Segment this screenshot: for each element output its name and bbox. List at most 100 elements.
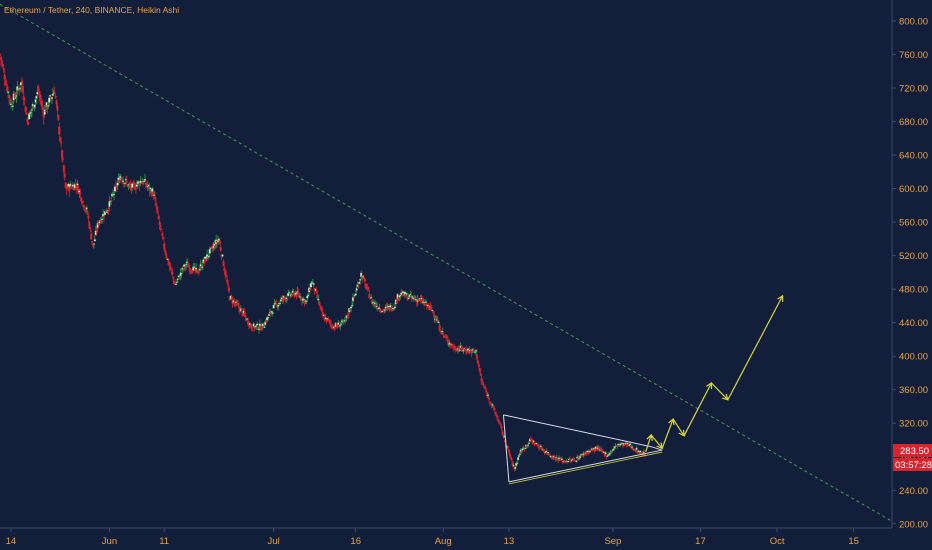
bear-candle-body [110, 200, 113, 202]
bull-candle-body [302, 298, 305, 301]
bear-candle-body [161, 233, 164, 236]
bull-candle-body [92, 243, 95, 245]
bull-candle-body [567, 460, 570, 463]
bear-candle-body [530, 439, 533, 441]
bear-candle-body [41, 106, 44, 110]
bear-candle-body [222, 260, 225, 267]
bear-candle-body [568, 458, 572, 461]
bull-candle-body [48, 97, 51, 103]
bear-candle-body [80, 197, 83, 202]
bear-candle-body [60, 141, 63, 144]
bull-candle-body [389, 305, 392, 308]
bear-candle-body [169, 266, 172, 270]
bear-candle-body [556, 457, 559, 459]
bear-candle-body [478, 368, 481, 372]
bear-candle-body [347, 314, 350, 316]
time-tick-label: 11 [159, 536, 169, 547]
price-tick-label: 680.00 [899, 117, 928, 128]
bear-candle-body [479, 373, 482, 376]
price-tick-label: 440.00 [899, 318, 928, 329]
bear-candle-body [55, 100, 58, 104]
bull-candle-body [255, 325, 258, 327]
bull-candle-body [277, 304, 280, 307]
bear-candle-body [275, 303, 278, 305]
bull-candle-body [174, 283, 178, 285]
bear-candle-body [90, 233, 93, 240]
bull-candle-body [560, 458, 563, 460]
bull-candle-body [93, 239, 96, 242]
bear-candle-body [154, 196, 157, 199]
bull-candle-body [602, 451, 605, 453]
bear-candle-body [58, 126, 61, 135]
price-tick-label: 760.00 [899, 50, 928, 61]
bull-candle-body [299, 296, 302, 298]
bear-candle-body [244, 314, 247, 317]
bear-candle-body [27, 122, 30, 125]
bear-candle-body [476, 360, 479, 364]
bear-candle-body [538, 447, 541, 449]
time-tick-label: Jul [268, 536, 280, 547]
bull-candle-body [575, 460, 578, 462]
bear-candle-body [56, 105, 59, 111]
triangle-lower-line [508, 449, 663, 483]
triangle-upper-line [503, 414, 652, 448]
bear-candle-body [63, 173, 66, 178]
bear-candle-body [482, 383, 485, 386]
bull-candle-body [424, 301, 427, 303]
bear-candle-body [506, 447, 510, 449]
time-tick-label: 13 [504, 536, 515, 547]
bull-candle-body [195, 267, 198, 270]
bear-candle-body [488, 401, 491, 403]
projection-segment [661, 418, 674, 449]
bear-candle-body [87, 216, 90, 219]
bull-candle-body [381, 310, 384, 313]
bear-candle-body [91, 241, 94, 243]
bear-candle-body [363, 279, 366, 282]
bull-candle-body [579, 456, 582, 458]
bull-candle-body [309, 283, 313, 288]
bull-candle-body [637, 450, 640, 453]
bull-candle-body [307, 295, 310, 297]
bear-candle-body [89, 227, 92, 229]
bear-candle-body [61, 158, 64, 160]
bull-candle-body [131, 183, 134, 188]
bear-candle-body [423, 303, 427, 305]
bull-candle-body [50, 97, 54, 99]
bear-candle-body [230, 296, 233, 298]
price-tick-label: 400.00 [899, 352, 928, 363]
bear-candle-body [500, 426, 503, 429]
bear-candle-body [197, 271, 200, 274]
time-axis[interactable]: 14 Jun 11 Jul 16 Aug 13 Sep 17 Oct 15 [6, 528, 859, 547]
bear-candle-body [68, 187, 71, 192]
price-tick-label: 360.00 [899, 385, 928, 396]
bull-candle-body [256, 323, 259, 326]
bear-candle-body [223, 267, 226, 271]
bear-candle-body [21, 86, 24, 93]
triangle-right-edge [651, 446, 663, 451]
price-axis[interactable]: 200.00 240.00 280.00 320.00 360.00 400.00 440.… [892, 16, 928, 530]
price-tick-label: 640.00 [899, 151, 928, 162]
bear-candle-body [53, 92, 56, 94]
bear-candle-body [60, 150, 64, 158]
bull-candle-body [30, 109, 33, 111]
bull-candle-body [7, 91, 10, 93]
bear-candle-body [167, 260, 170, 265]
bear-candle-body [134, 188, 137, 190]
bear-candle-body [438, 325, 441, 331]
bear-candle-body [260, 329, 263, 331]
bear-candle-body [283, 296, 286, 299]
bear-candle-body [219, 247, 222, 251]
bear-candle-body [501, 431, 504, 435]
bear-candle-body [368, 293, 371, 299]
projection-segment [710, 382, 729, 401]
bear-candle-body [475, 354, 479, 360]
triangle-left-edge [502, 414, 510, 482]
bear-candle-body [86, 211, 89, 215]
bear-candle-body [357, 286, 360, 288]
time-tick-label: 16 [350, 536, 361, 547]
bear-candle-body [508, 453, 511, 456]
bear-candle-body [164, 253, 168, 256]
bear-candle-body [195, 269, 199, 271]
